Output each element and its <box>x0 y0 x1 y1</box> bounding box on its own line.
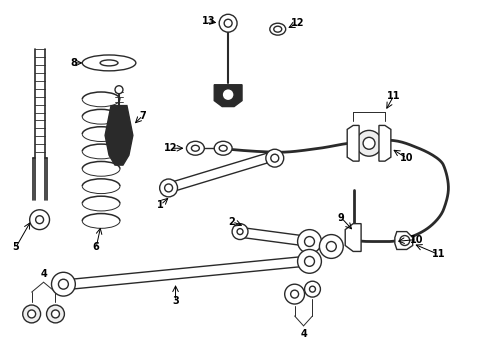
Text: 5: 5 <box>12 243 19 252</box>
Ellipse shape <box>192 145 199 151</box>
Ellipse shape <box>100 60 118 66</box>
Ellipse shape <box>47 305 64 323</box>
Polygon shape <box>214 85 242 107</box>
Circle shape <box>222 89 234 100</box>
Circle shape <box>297 230 321 253</box>
Circle shape <box>237 229 243 235</box>
Circle shape <box>266 149 284 167</box>
Text: 3: 3 <box>172 296 179 306</box>
Text: 13: 13 <box>201 16 215 26</box>
Text: 9: 9 <box>338 213 344 223</box>
Circle shape <box>400 235 410 246</box>
Circle shape <box>115 86 123 94</box>
Circle shape <box>232 224 248 239</box>
Polygon shape <box>169 153 267 193</box>
Text: 12: 12 <box>164 143 177 153</box>
Circle shape <box>305 281 320 297</box>
Ellipse shape <box>28 310 36 318</box>
Polygon shape <box>235 227 310 247</box>
Text: 4: 4 <box>300 329 307 339</box>
Ellipse shape <box>363 137 375 149</box>
Polygon shape <box>347 125 359 161</box>
Text: 8: 8 <box>70 58 77 68</box>
Polygon shape <box>379 125 391 161</box>
Circle shape <box>305 237 315 247</box>
Text: 10: 10 <box>400 153 414 163</box>
Text: 6: 6 <box>93 243 99 252</box>
Ellipse shape <box>219 145 227 151</box>
Text: 2: 2 <box>229 217 236 227</box>
Text: 11: 11 <box>387 91 401 101</box>
Polygon shape <box>72 256 305 289</box>
Text: 12: 12 <box>291 18 304 28</box>
Ellipse shape <box>270 23 286 35</box>
Circle shape <box>285 284 305 304</box>
Circle shape <box>310 286 316 292</box>
Text: 1: 1 <box>157 200 164 210</box>
Circle shape <box>30 210 49 230</box>
Circle shape <box>51 272 75 296</box>
Ellipse shape <box>187 141 204 155</box>
Polygon shape <box>105 105 133 165</box>
Polygon shape <box>345 224 361 251</box>
Ellipse shape <box>356 130 382 156</box>
Text: 10: 10 <box>410 234 423 244</box>
Circle shape <box>165 184 172 192</box>
Polygon shape <box>395 231 413 249</box>
Ellipse shape <box>23 305 41 323</box>
Circle shape <box>305 256 315 266</box>
Ellipse shape <box>274 26 282 32</box>
Circle shape <box>219 14 237 32</box>
Ellipse shape <box>51 310 59 318</box>
Circle shape <box>319 235 343 258</box>
Text: 4: 4 <box>40 269 47 279</box>
Text: 11: 11 <box>432 249 445 260</box>
Circle shape <box>36 216 44 224</box>
Circle shape <box>160 179 177 197</box>
Ellipse shape <box>214 141 232 155</box>
Circle shape <box>58 279 69 289</box>
Circle shape <box>291 290 298 298</box>
Circle shape <box>271 154 279 162</box>
Ellipse shape <box>82 55 136 71</box>
Circle shape <box>326 242 336 251</box>
Circle shape <box>224 19 232 27</box>
Circle shape <box>297 249 321 273</box>
Text: 7: 7 <box>140 111 146 121</box>
